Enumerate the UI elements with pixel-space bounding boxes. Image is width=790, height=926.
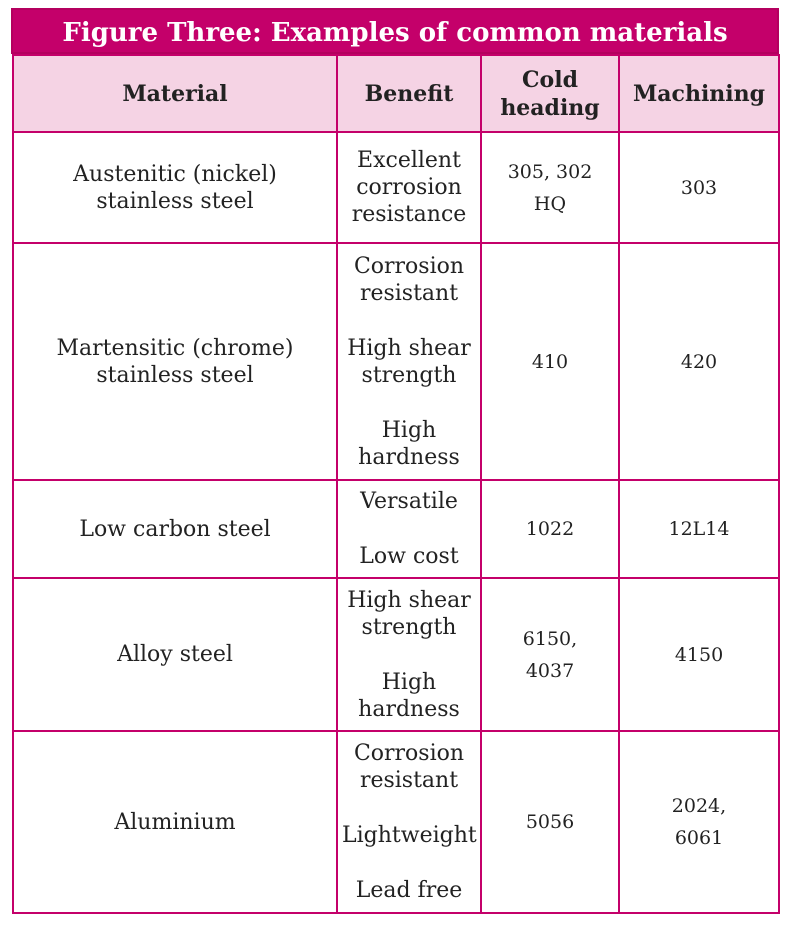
cold-heading-cell: 6150, 4037 <box>480 577 620 732</box>
benefit-cell: Excellent corrosion resistance <box>336 131 482 244</box>
machining-cell: 12L14 <box>618 479 780 579</box>
machining-cell: 4150 <box>618 577 780 732</box>
table-row: Alloy steel High shear strength High hardn… <box>12 577 780 732</box>
header-machining: Machining <box>618 54 780 133</box>
machining-cell: 303 <box>618 131 780 244</box>
benefit-item: Excellent corrosion resistance <box>351 148 467 227</box>
benefit-cell: Corrosion resistant Lightweight Lead free <box>336 730 482 914</box>
cold-heading-cell: 5056 <box>480 730 620 914</box>
machining-cell: 2024, 6061 <box>618 730 780 914</box>
material-cell: Low carbon steel <box>12 479 338 579</box>
benefit-item: Corrosion resistant <box>353 253 465 306</box>
benefit-item: Corrosion resistant <box>353 741 465 793</box>
materials-figure: Figure Three: Examples of common materia… <box>11 8 780 914</box>
header-benefit: Benefit <box>336 54 482 133</box>
material-cell: Aluminium <box>12 730 338 914</box>
benefit-cell: Versatile Low cost <box>336 479 482 579</box>
cold-heading-cell: 305, 302 HQ <box>480 131 620 244</box>
material-cell: Austenitic (nickel) stainless steel <box>12 131 338 244</box>
header-row: Material Benefit Cold heading Machining <box>12 54 780 133</box>
benefit-item: Low cost <box>359 544 459 569</box>
benefit-item: Lead free <box>355 878 463 903</box>
table-row: Austenitic (nickel) stainless steel Excel… <box>12 131 780 244</box>
benefit-item: Lightweight <box>342 823 477 848</box>
cold-heading-cell: 410 <box>480 242 620 481</box>
figure-title: Figure Three: Examples of common materia… <box>11 8 779 54</box>
benefit-item: High shear strength <box>347 335 471 388</box>
table-row: Martensitic (chrome) stainless steel Corr… <box>12 242 780 481</box>
benefit-cell: Corrosion resistant High shear strength Hi… <box>336 242 482 481</box>
benefit-item: High hardness <box>358 417 460 470</box>
material-cell: Martensitic (chrome) stainless steel <box>12 242 338 481</box>
material-cell: Alloy steel <box>12 577 338 732</box>
table-row: Aluminium Corrosion resistant Lightweight L… <box>12 730 780 914</box>
benefit-item: Versatile <box>360 489 458 514</box>
table-row: Low carbon steel Versatile Low cost 1022 12L… <box>12 479 780 579</box>
cold-heading-cell: 1022 <box>480 479 620 579</box>
benefit-item: High hardness <box>358 669 460 722</box>
benefit-cell: High shear strength High hardness <box>336 577 482 732</box>
benefit-item: High shear strength <box>347 587 471 640</box>
materials-table: Material Benefit Cold heading Machining … <box>12 54 780 914</box>
machining-cell: 420 <box>618 242 780 481</box>
header-material: Material <box>12 54 338 133</box>
header-cold-heading: Cold heading <box>480 54 620 133</box>
